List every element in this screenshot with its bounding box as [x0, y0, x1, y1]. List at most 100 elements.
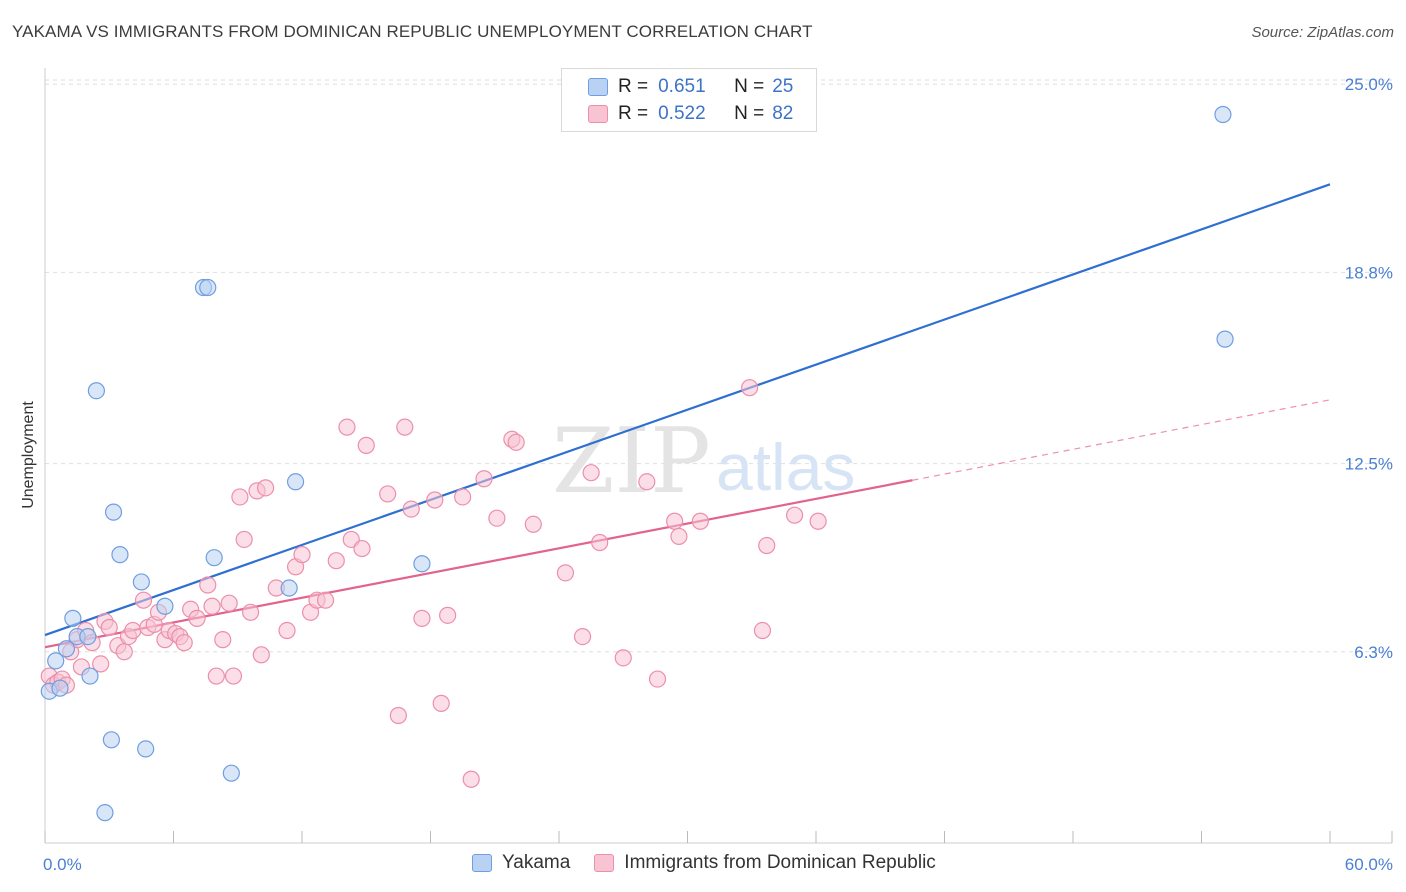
point-yakama — [111, 546, 129, 564]
point-dominican — [741, 379, 759, 397]
point-dominican — [591, 533, 609, 552]
point-yakama — [199, 278, 217, 297]
legend-n-value: 25 — [772, 76, 794, 97]
point-dominican — [402, 500, 420, 518]
point-yakama — [1216, 330, 1234, 348]
legend-r-value: 0.522 — [658, 103, 706, 124]
point-dominican — [199, 576, 217, 594]
x-tick-label: 0.0% — [43, 855, 82, 874]
legend-n-value: 82 — [772, 103, 794, 124]
point-yakama — [51, 679, 69, 697]
bottom-legend-label-dominican: Immigrants from Dominican Republic — [624, 852, 936, 873]
point-dominican — [475, 470, 493, 488]
point-dominican — [389, 706, 407, 725]
trend-line-dominican-extension — [912, 399, 1331, 481]
y-tick-label: 18.8% — [1345, 263, 1393, 282]
point-dominican — [224, 667, 243, 685]
point-yakama — [57, 640, 76, 658]
trend-line-dominican — [44, 479, 913, 649]
point-dominican — [353, 539, 371, 558]
point-dominican — [278, 621, 296, 640]
bottom-legend-swatch-yakama — [472, 854, 492, 872]
point-yakama — [96, 804, 114, 822]
point-dominican — [124, 621, 142, 640]
point-dominican — [573, 627, 592, 646]
point-dominican — [614, 649, 632, 667]
watermark-atlas: atlas — [716, 430, 855, 504]
point-dominican — [220, 594, 238, 612]
gridlines — [45, 79, 1392, 653]
point-dominican — [691, 512, 709, 530]
tick-labels: 6.3% 12.5% 18.8% 25.0% 0.0% 60.0% — [43, 75, 1393, 874]
point-dominican — [462, 770, 480, 788]
point-yakama — [64, 609, 82, 627]
point-dominican — [379, 485, 397, 503]
point-yakama — [156, 597, 174, 615]
axes — [44, 68, 1393, 844]
point-dominican — [426, 491, 444, 509]
point-dominican — [338, 418, 356, 436]
y-tick-label: 6.3% — [1354, 643, 1393, 662]
point-dominican — [293, 546, 311, 564]
point-dominican — [439, 606, 457, 624]
point-dominican — [242, 603, 260, 621]
point-yakama — [222, 764, 240, 782]
point-dominican — [92, 655, 110, 673]
point-dominican — [809, 512, 827, 530]
point-dominican — [175, 634, 193, 652]
point-dominican — [327, 552, 345, 570]
point-dominican — [638, 473, 656, 491]
point-dominican — [432, 694, 450, 712]
point-dominican — [413, 609, 431, 627]
legend-n-label: N = — [734, 76, 765, 97]
point-dominican — [507, 433, 525, 451]
point-dominican — [785, 506, 804, 524]
bottom-legend-item-yakama: Yakama — [472, 852, 570, 874]
point-dominican — [582, 464, 600, 482]
point-dominican — [758, 536, 776, 555]
point-yakama — [205, 549, 223, 567]
point-yakama — [1214, 105, 1232, 124]
legend-r-label: R = — [618, 76, 649, 97]
point-yakama — [280, 579, 298, 597]
point-dominican — [648, 670, 667, 688]
point-yakama — [47, 652, 65, 670]
x-tick-label: 60.0% — [1345, 855, 1393, 874]
point-dominican — [207, 667, 225, 685]
point-yakama — [286, 473, 305, 491]
bottom-legend: Yakama Immigrants from Dominican Republi… — [472, 852, 960, 874]
point-dominican — [753, 621, 772, 640]
legend-r-label: R = — [618, 103, 649, 124]
point-dominican — [231, 488, 249, 506]
legend-swatch-yakama — [588, 78, 608, 96]
point-dominican — [188, 609, 206, 627]
point-dominican — [488, 509, 506, 527]
point-dominican — [666, 512, 684, 530]
y-tick-label: 25.0% — [1345, 75, 1393, 94]
point-yakama — [132, 573, 150, 591]
bottom-legend-swatch-dominican — [594, 854, 615, 872]
bottom-legend-label-yakama: Yakama — [502, 852, 571, 873]
watermark-zip: ZIP — [552, 409, 711, 514]
legend-row-yakama: R = 0.651 N = 25 — [588, 74, 793, 100]
legend-row-dominican: R = 0.522 N = 82 — [588, 101, 793, 127]
point-yakama — [104, 503, 123, 521]
point-dominican — [524, 515, 542, 533]
point-dominican — [396, 418, 414, 436]
point-dominican — [670, 527, 688, 546]
point-dominican — [214, 631, 232, 649]
point-dominican — [203, 597, 221, 615]
point-dominican — [316, 591, 335, 609]
point-dominican — [556, 564, 575, 582]
data-points — [40, 105, 1234, 822]
chart-title: YAKAMA VS IMMIGRANTS FROM DOMINICAN REPU… — [12, 22, 813, 41]
legend-n-label: N = — [734, 103, 765, 124]
point-dominican — [100, 618, 118, 637]
point-dominican — [115, 643, 133, 661]
point-dominican — [256, 479, 275, 497]
point-dominican — [357, 436, 375, 454]
point-yakama — [102, 731, 120, 749]
bottom-legend-item-dominican: Immigrants from Dominican Republic — [594, 852, 936, 874]
watermark: ZIP atlas — [552, 409, 855, 514]
